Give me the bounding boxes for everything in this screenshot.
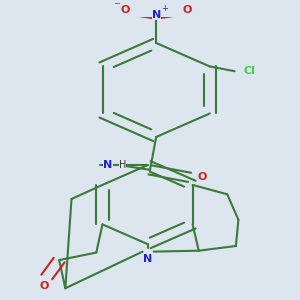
Text: O: O	[40, 281, 49, 291]
Text: O: O	[182, 5, 192, 15]
Text: N: N	[143, 254, 152, 264]
Text: H: H	[119, 160, 126, 170]
Text: −: −	[113, 0, 120, 8]
Text: N: N	[103, 160, 112, 170]
Text: N: N	[152, 10, 161, 20]
Text: O: O	[197, 172, 207, 182]
Text: O: O	[121, 5, 130, 15]
Text: Cl: Cl	[244, 66, 255, 76]
Text: +: +	[161, 4, 168, 13]
